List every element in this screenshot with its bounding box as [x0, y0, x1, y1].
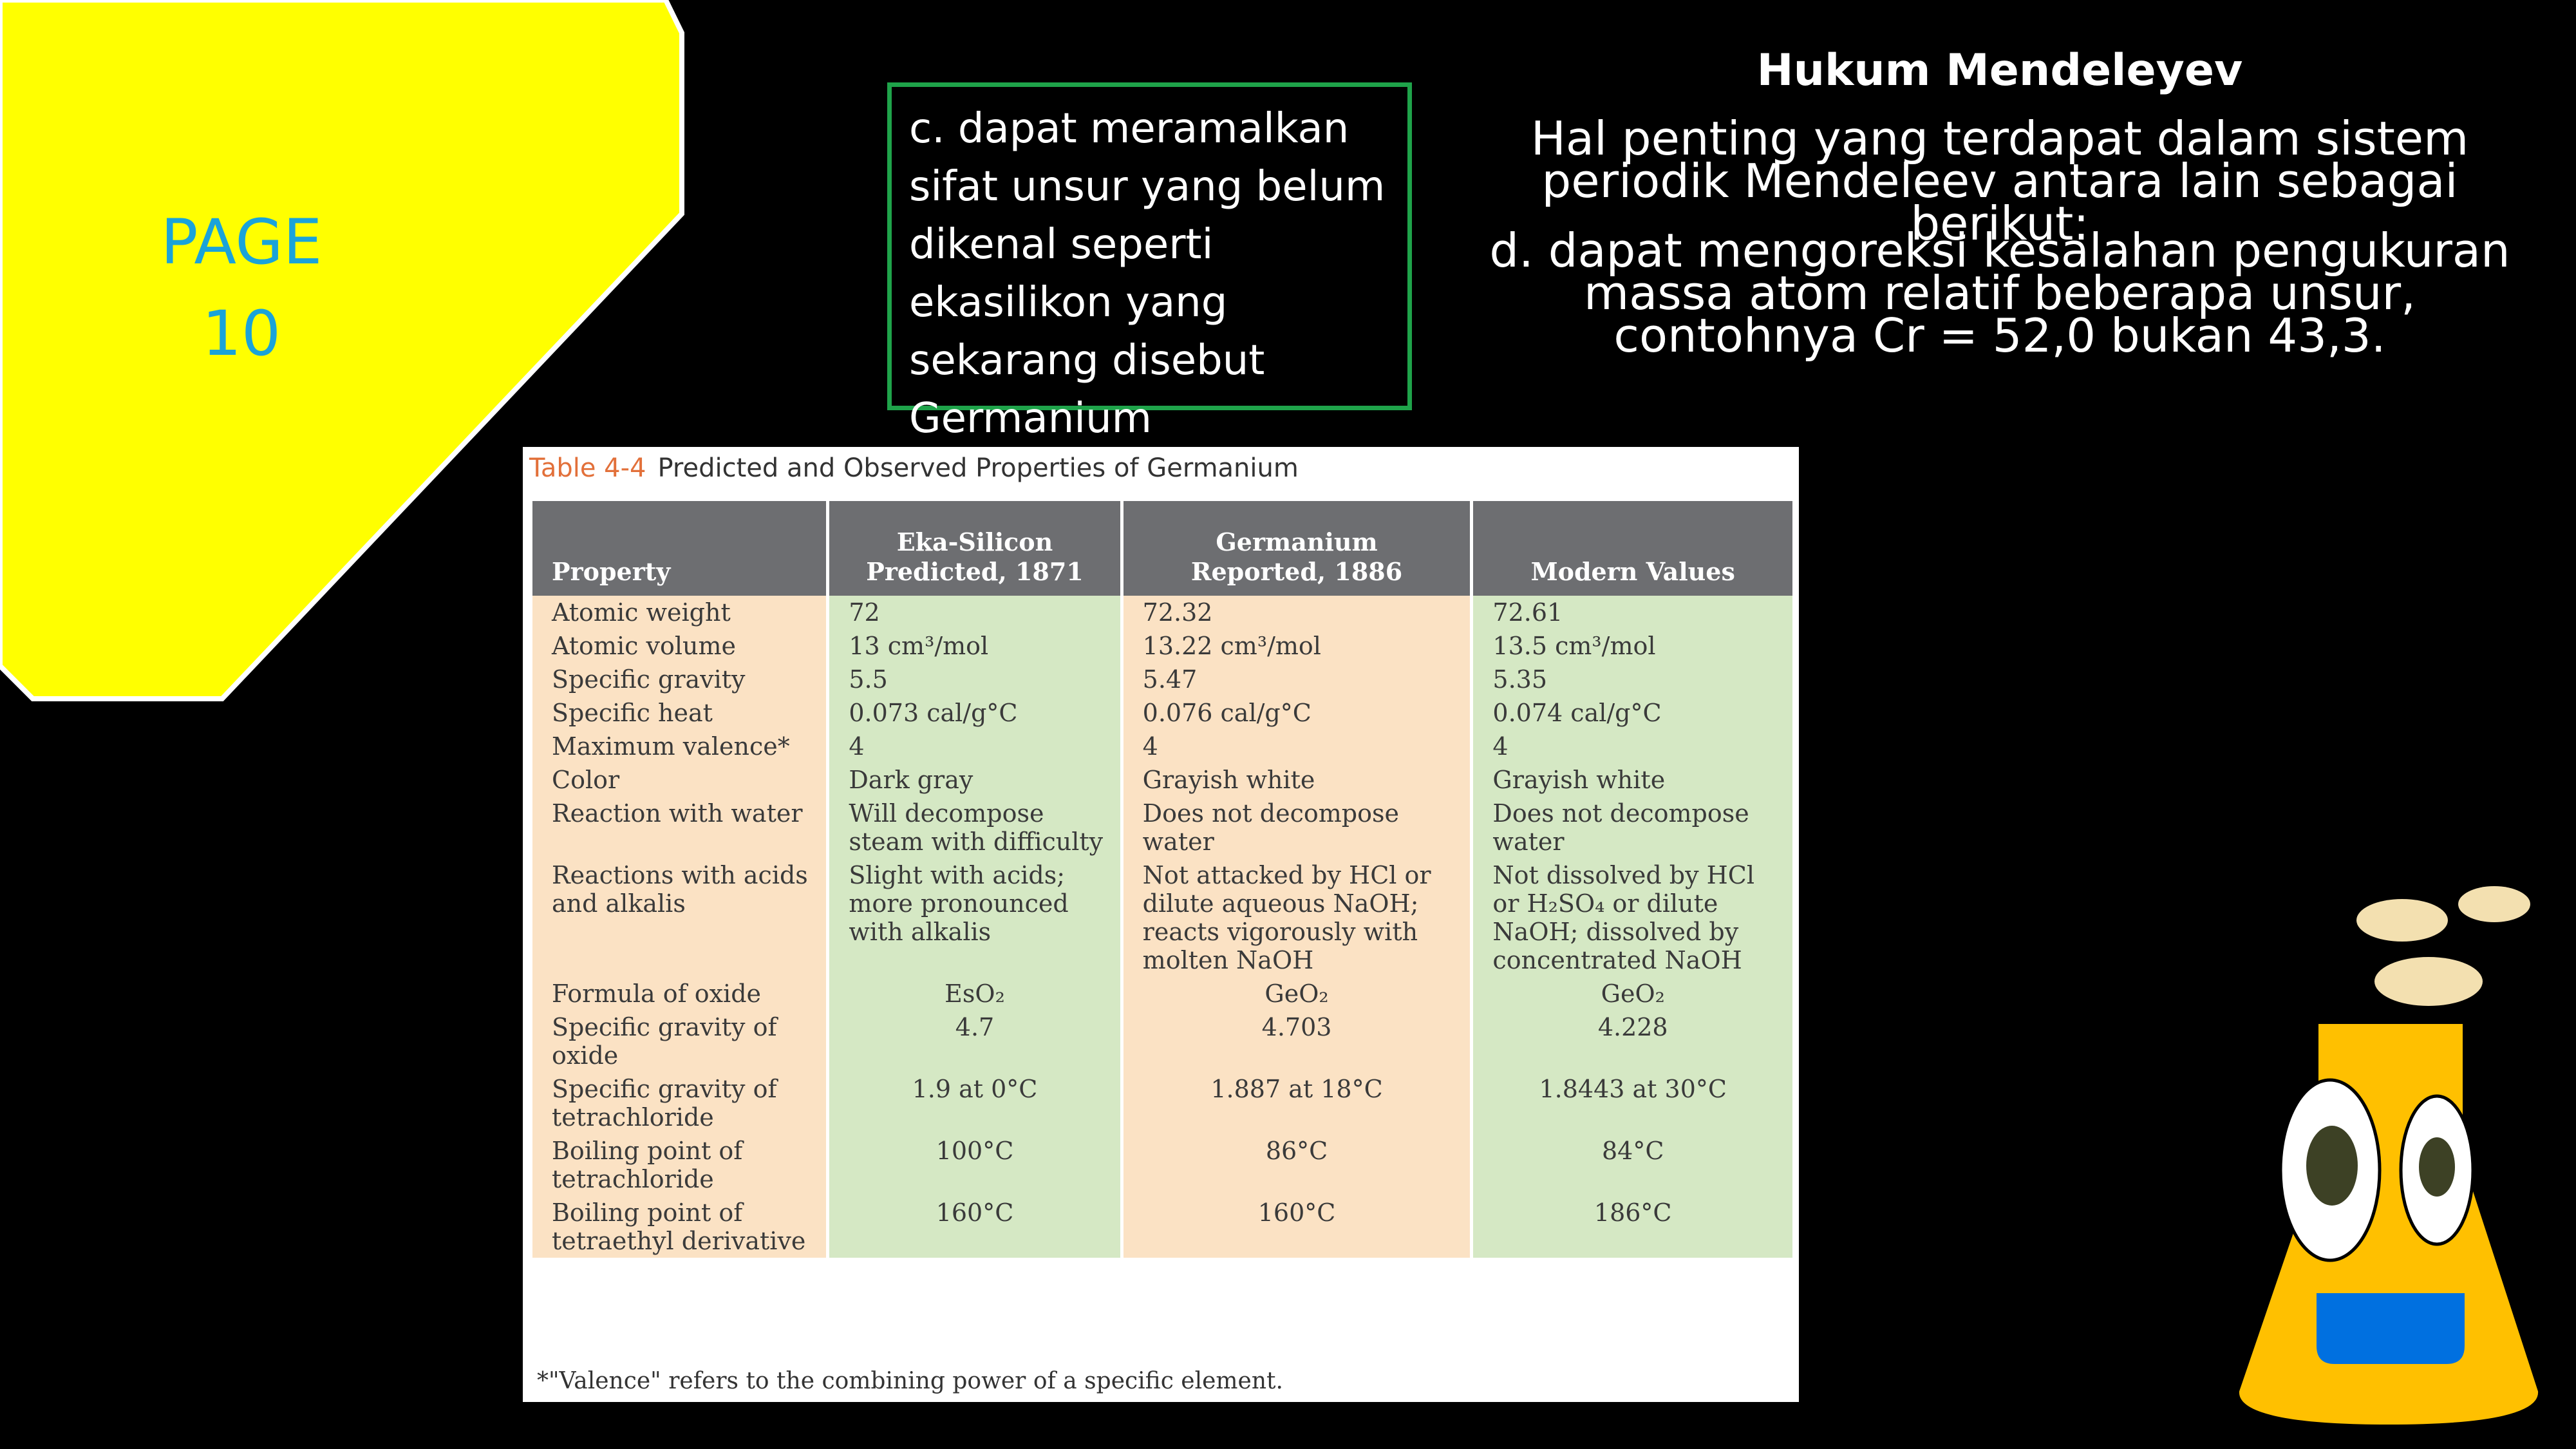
table-row: Specific heat 0.073 cal/g°C 0.076 cal/g°C 0… [532, 696, 1792, 730]
property-cell: Formula of oxide [532, 977, 827, 1010]
value-cell: Slight with acids; more pronounced with … [829, 858, 1120, 977]
header-line: Property [552, 557, 671, 586]
value-cell: 72 [829, 596, 1120, 629]
mouth [2317, 1293, 2465, 1364]
table-row: Color Dark gray Grayish white Grayish white [532, 763, 1792, 797]
property-cell: Color [532, 763, 827, 797]
flask [2235, 1020, 2543, 1429]
property-cell: Atomic volume [532, 629, 827, 663]
table-row: Specific gravity of oxide 4.7 4.703 4.228 [532, 1010, 1792, 1072]
table-body: Atomic weight 72 72.32 72.61 Atomic volume 13… [532, 596, 1792, 1258]
bubble [2374, 957, 2483, 1006]
value-cell: GeO₂ [1123, 977, 1471, 1010]
table-caption: Table 4-4 Predicted and Observed Properti… [529, 453, 1299, 483]
value-cell: 4 [1473, 730, 1792, 763]
page-shape [0, 0, 684, 701]
footnote: *"Valence" refers to the combining power… [537, 1368, 1283, 1394]
heading: Hukum Mendeleyev [1756, 45, 2243, 96]
value-cell: 13 cm³/mol [829, 629, 1120, 663]
table-row: Boiling point of tetrachloride 100°C 86°C 8… [532, 1134, 1792, 1196]
property-cell: Reaction with water [532, 797, 827, 858]
column-header: Modern Values [1473, 501, 1792, 596]
value-cell: 5.5 [829, 663, 1120, 696]
property-cell: Specific gravity of tetrachloride [532, 1072, 827, 1134]
paragraph: d. dapat mengoreksi kesalahan pengukuran… [1489, 223, 2510, 363]
property-cell: Boiling point of tetrachloride [532, 1134, 827, 1196]
value-cell: Does not decompose water [1473, 797, 1792, 858]
caption-text: Predicted and Observed Properties of Ger… [657, 453, 1299, 483]
bubble [2458, 886, 2530, 922]
value-cell: 13.22 cm³/mol [1123, 629, 1471, 663]
value-cell: 4.7 [829, 1010, 1120, 1072]
column-header: Eka-Silicon Predicted, 1871 [829, 501, 1120, 596]
table-figure: Table 4-4 Predicted and Observed Properti… [523, 447, 1799, 1402]
property-cell: Specific gravity [532, 663, 827, 696]
header-line: Germanium [1216, 527, 1378, 556]
value-cell: Grayish white [1123, 763, 1471, 797]
header-line: Eka-Silicon [896, 527, 1053, 556]
property-cell: Boiling point of tetraethyl derivative [532, 1196, 827, 1258]
value-cell: 13.5 cm³/mol [1473, 629, 1792, 663]
value-cell: 4.703 [1123, 1010, 1471, 1072]
pupil [2306, 1126, 2358, 1206]
table-row: Maximum valence* 4 4 4 [532, 730, 1792, 763]
table-row: Specific gravity 5.5 5.47 5.35 [532, 663, 1792, 696]
callout: c. dapat meramalkan sifat unsur yang bel… [887, 82, 1412, 442]
value-cell: 1.8443 at 30°C [1473, 1072, 1792, 1134]
property-cell: Reactions with acids and alkalis [532, 858, 827, 977]
value-cell: 1.887 at 18°C [1123, 1072, 1471, 1134]
value-cell: GeO₂ [1473, 977, 1792, 1010]
value-cell: 0.073 cal/g°C [829, 696, 1120, 730]
column-header: Property [532, 501, 827, 596]
value-cell: 0.076 cal/g°C [1123, 696, 1471, 730]
paragraph: Hal penting yang terdapat dalam sistem p… [1530, 111, 2469, 251]
value-cell: 4.228 [1473, 1010, 1792, 1072]
value-cell: 186°C [1473, 1196, 1792, 1258]
value-cell: 72.61 [1473, 596, 1792, 629]
value-cell: 5.35 [1473, 663, 1792, 696]
value-cell: Grayish white [1473, 763, 1792, 797]
value-cell: Dark gray [829, 763, 1120, 797]
table-label: Table 4-4 [529, 453, 646, 483]
column-header: Germanium Reported, 1886 [1123, 501, 1471, 596]
value-cell: 84°C [1473, 1134, 1792, 1196]
value-cell: Does not decompose water [1123, 797, 1471, 858]
table: Property Eka-Silicon Predicted, 1871 German… [529, 501, 1796, 1258]
header-line: Modern Values [1530, 557, 1735, 586]
value-cell: 5.47 [1123, 663, 1471, 696]
table-row: Atomic weight 72 72.32 72.61 [532, 596, 1792, 629]
value-cell: 1.9 at 0°C [829, 1072, 1120, 1134]
table-row: Boiling point of tetraethyl derivative 16… [532, 1196, 1792, 1258]
bubble [2356, 899, 2448, 942]
value-cell: 160°C [829, 1196, 1120, 1258]
page-label: PAGE 10 [160, 206, 323, 370]
value-cell: 4 [1123, 730, 1471, 763]
value-cell: 160°C [1123, 1196, 1471, 1258]
property-cell: Atomic weight [532, 596, 827, 629]
value-cell: Not dissolved by HCl or H₂SO₄ or dilute … [1473, 858, 1792, 977]
table-row: Reactions with acids and alkalis Slight w… [532, 858, 1792, 977]
property-cell: Specific gravity of oxide [532, 1010, 827, 1072]
property-cell: Maximum valence* [532, 730, 827, 763]
value-cell: Will decompose steam with difficulty [829, 797, 1120, 858]
header-line: Predicted, 1871 [866, 557, 1084, 586]
value-cell: 72.32 [1123, 596, 1471, 629]
table-row: Atomic volume 13 cm³/mol 13.22 cm³/mol 13.5… [532, 629, 1792, 663]
table-row: Formula of oxide EsO₂ GeO₂ GeO₂ [532, 977, 1792, 1010]
value-cell: Not attacked by HCl or dilute aqueous Na… [1123, 858, 1471, 977]
table-row: Specific gravity of tetrachloride 1.9 at … [532, 1072, 1792, 1134]
table-row: Reaction with water Will decompose steam … [532, 797, 1792, 858]
value-cell: 0.074 cal/g°C [1473, 696, 1792, 730]
value-cell: EsO₂ [829, 977, 1120, 1010]
value-cell: 86°C [1123, 1134, 1471, 1196]
header-row: Property Eka-Silicon Predicted, 1871 German… [532, 501, 1792, 596]
value-cell: 4 [829, 730, 1120, 763]
value-cell: 100°C [829, 1134, 1120, 1196]
pupil [2419, 1137, 2455, 1197]
property-cell: Specific heat [532, 696, 827, 730]
header-line: Reported, 1886 [1190, 557, 1403, 586]
